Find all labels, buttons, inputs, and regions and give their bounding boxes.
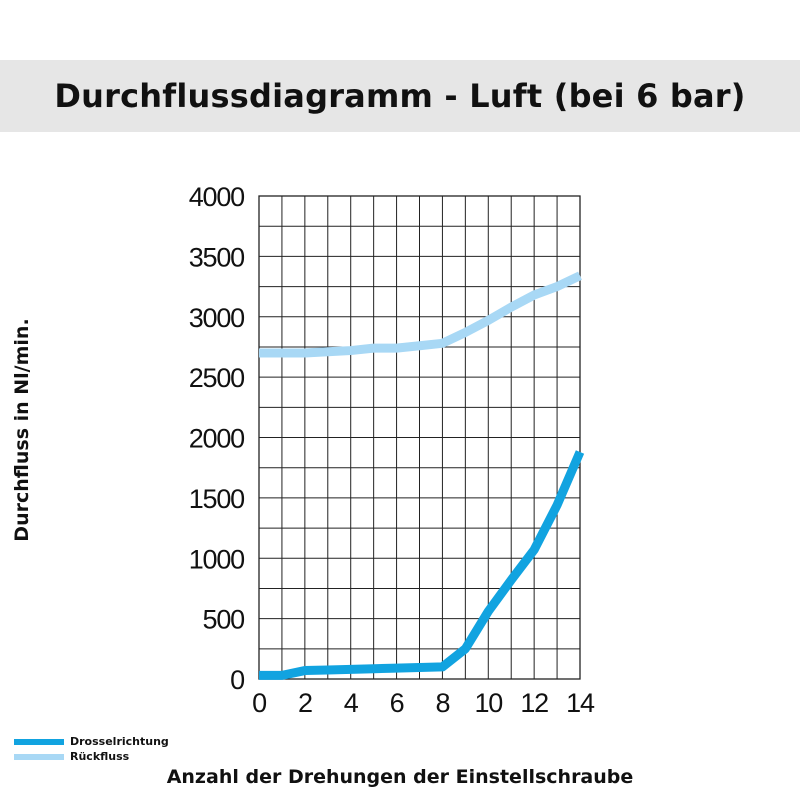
legend-swatch (14, 738, 64, 745)
series-line-rueckfluss (259, 271, 582, 358)
x-tick-label: 6 (390, 688, 404, 718)
y-axis-label: Durchfluss in Nl/min. (11, 318, 33, 542)
y-tick-label: 0 (230, 665, 244, 695)
series-line-drosselrichtung (259, 450, 585, 680)
x-tick-label: 4 (344, 688, 359, 718)
y-tick-label: 1000 (189, 544, 244, 574)
title-bar: Durchflussdiagramm - Luft (bei 6 bar) (0, 60, 800, 132)
x-tick-label: 0 (252, 688, 266, 718)
x-tick-label: 12 (520, 688, 548, 718)
legend-item-drosselrichtung: Drosselrichtung (14, 734, 169, 749)
y-tick-label: 3000 (189, 303, 244, 333)
legend-item-rueckfluss: Rückfluss (14, 749, 169, 764)
y-tick-label: 3500 (189, 242, 244, 272)
x-axis-label: Anzahl der Drehungen der Einstellschraub… (166, 766, 634, 788)
legend: Drosselrichtung Rückfluss (14, 734, 169, 764)
legend-swatch (14, 753, 64, 760)
plot-frame (258, 195, 581, 680)
x-tick-label: 14 (566, 688, 595, 718)
y-tick-label: 4000 (189, 182, 244, 212)
y-tick-label: 1500 (189, 484, 244, 514)
legend-label: Drosselrichtung (70, 735, 169, 748)
y-tick-label: 500 (203, 605, 245, 635)
legend-label: Rückfluss (70, 750, 130, 763)
x-tick-label: 8 (436, 688, 450, 718)
y-tick-label: 2000 (189, 424, 244, 454)
chart-title: Durchflussdiagramm - Luft (bei 6 bar) (54, 77, 746, 115)
x-tick-label: 10 (474, 688, 502, 718)
y-tick-label: 2500 (189, 363, 244, 393)
x-tick-label: 2 (298, 688, 312, 718)
